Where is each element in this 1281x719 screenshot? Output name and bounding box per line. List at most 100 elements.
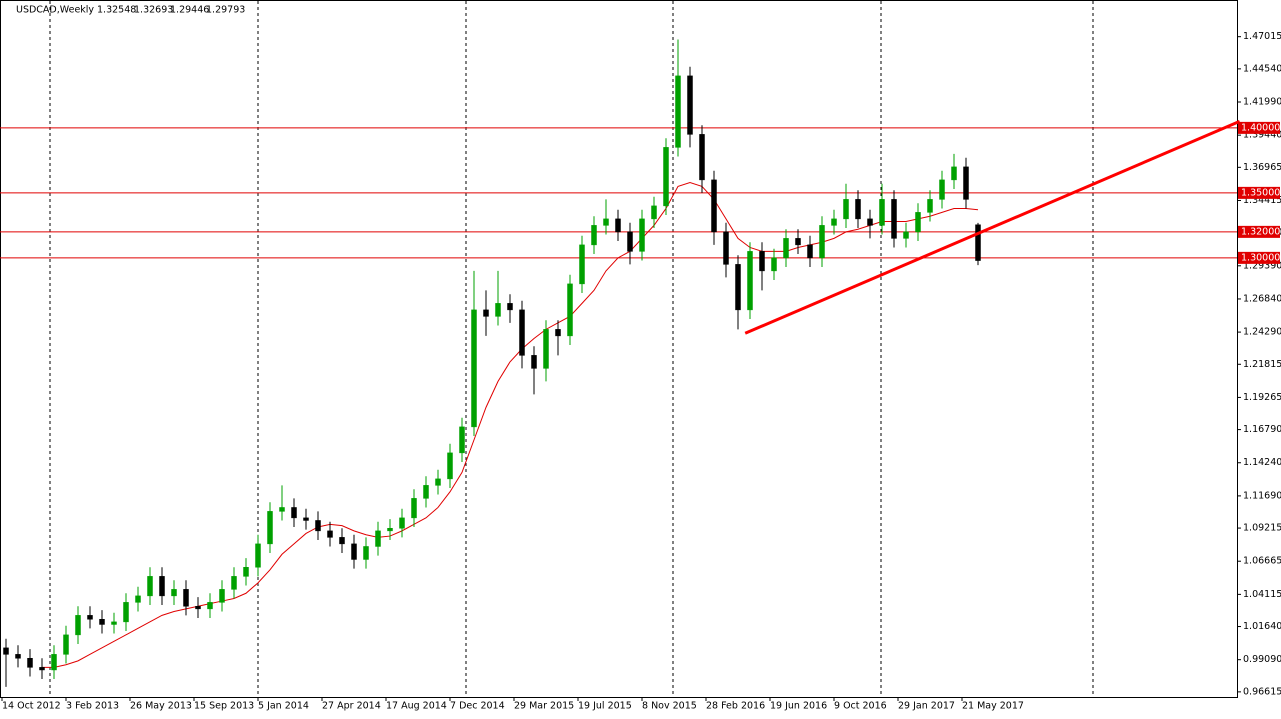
plot-border [0, 0, 1238, 698]
candle-body [759, 251, 765, 272]
candle-body [711, 179, 717, 233]
trendline [744, 119, 1241, 335]
x-tick-label: 9 Oct 2016 [834, 701, 887, 712]
candle-body [627, 231, 633, 252]
candle-body [579, 244, 585, 285]
ohlc-open: 1.32548 [97, 5, 136, 16]
candle-body [423, 485, 429, 499]
candle-body [663, 147, 669, 207]
candle-body [99, 619, 105, 625]
ohlc-high: 1.32693 [134, 5, 173, 16]
level-box [1238, 225, 1280, 238]
ohlc-low: 1.29446 [170, 5, 209, 16]
candle-body [903, 231, 909, 239]
candle-body [555, 329, 561, 337]
candle-body [123, 602, 129, 623]
candle-body [843, 199, 849, 220]
y-tick-label: 1.36965 [1243, 162, 1281, 173]
candle-body [75, 615, 81, 636]
candle-body [147, 576, 153, 597]
y-tick-label: 1.26840 [1243, 293, 1281, 304]
candle-body [831, 218, 837, 226]
candle-body [411, 498, 417, 519]
candle-body [363, 546, 369, 560]
symbol: USDCAD,Weekly [16, 5, 94, 16]
candle-body [435, 478, 441, 486]
y-tick-label: 0.99090 [1243, 654, 1281, 665]
candle-body [927, 199, 933, 213]
candle-body [87, 615, 93, 620]
x-tick-label: 7 Dec 2014 [450, 701, 505, 712]
candle-body [975, 224, 981, 261]
candle-body [27, 658, 33, 668]
level-label: 1.30000 [1241, 252, 1280, 263]
candle-body [279, 507, 285, 512]
candle-body [939, 179, 945, 200]
x-tick-label: 26 May 2013 [130, 701, 192, 712]
candle-body [699, 134, 705, 181]
candle-body [591, 225, 597, 246]
x-tick-label: 8 Nov 2015 [642, 701, 697, 712]
x-tick-label: 19 Jul 2015 [578, 701, 632, 712]
candle-body [3, 647, 9, 655]
y-tick-label: 1.04115 [1243, 589, 1281, 600]
candle-body [15, 654, 21, 659]
candle-body [351, 543, 357, 560]
candle-body [51, 654, 57, 671]
level-label: 1.35000 [1241, 187, 1280, 198]
x-tick-label: 28 Feb 2016 [706, 701, 765, 712]
candle-body [495, 303, 501, 317]
candle-body [483, 309, 489, 317]
y-tick-label: 1.16790 [1243, 424, 1281, 435]
candle-body [567, 283, 573, 337]
y-tick-label: 1.29390 [1243, 260, 1281, 271]
candle-body [63, 634, 69, 655]
candle-body [327, 530, 333, 538]
y-tick-label: 1.06665 [1243, 556, 1281, 567]
candle-body [891, 199, 897, 239]
x-tick-label: 21 May 2017 [962, 701, 1024, 712]
candle-body [231, 576, 237, 590]
candle-body [615, 218, 621, 233]
candle-body [183, 589, 189, 607]
candle-body [543, 329, 549, 369]
candle-body [747, 251, 753, 311]
y-tick-label: 1.41990 [1243, 97, 1281, 108]
candle-body [219, 589, 225, 603]
candle-body [879, 199, 885, 226]
candle-body [39, 667, 45, 671]
candle-body [135, 595, 141, 603]
y-tick-label: 1.14240 [1243, 457, 1281, 468]
candle-body [687, 75, 693, 135]
candle-body [915, 212, 921, 233]
candle-body [867, 218, 873, 226]
level-label: 1.32000 [1241, 226, 1280, 237]
x-tick-label: 3 Feb 2013 [66, 701, 119, 712]
candle-body [207, 602, 213, 610]
candle-body [171, 589, 177, 597]
candle-body [675, 75, 681, 148]
y-tick-label: 1.11690 [1243, 490, 1281, 501]
candle-body [807, 244, 813, 259]
candle-body [855, 199, 861, 220]
x-tick-label: 17 Aug 2014 [386, 701, 447, 712]
x-tick-label: 5 Jan 2014 [258, 701, 309, 712]
candle-body [519, 309, 525, 356]
y-tick-label: 1.44540 [1243, 63, 1281, 74]
candle-body [603, 218, 609, 226]
candle-body [651, 205, 657, 220]
level-box [1238, 186, 1280, 199]
candle-body [291, 507, 297, 519]
y-tick-label: 1.01640 [1243, 621, 1281, 632]
candle-body [315, 520, 321, 532]
candle-body [963, 166, 969, 200]
level-box [1238, 251, 1280, 264]
candle-body [375, 530, 381, 547]
candle-body [783, 238, 789, 259]
candle-body [255, 543, 261, 568]
candle-body [531, 355, 537, 369]
period-separators [49, 1, 1094, 697]
candle-body [951, 166, 957, 181]
candle-body [387, 528, 393, 532]
